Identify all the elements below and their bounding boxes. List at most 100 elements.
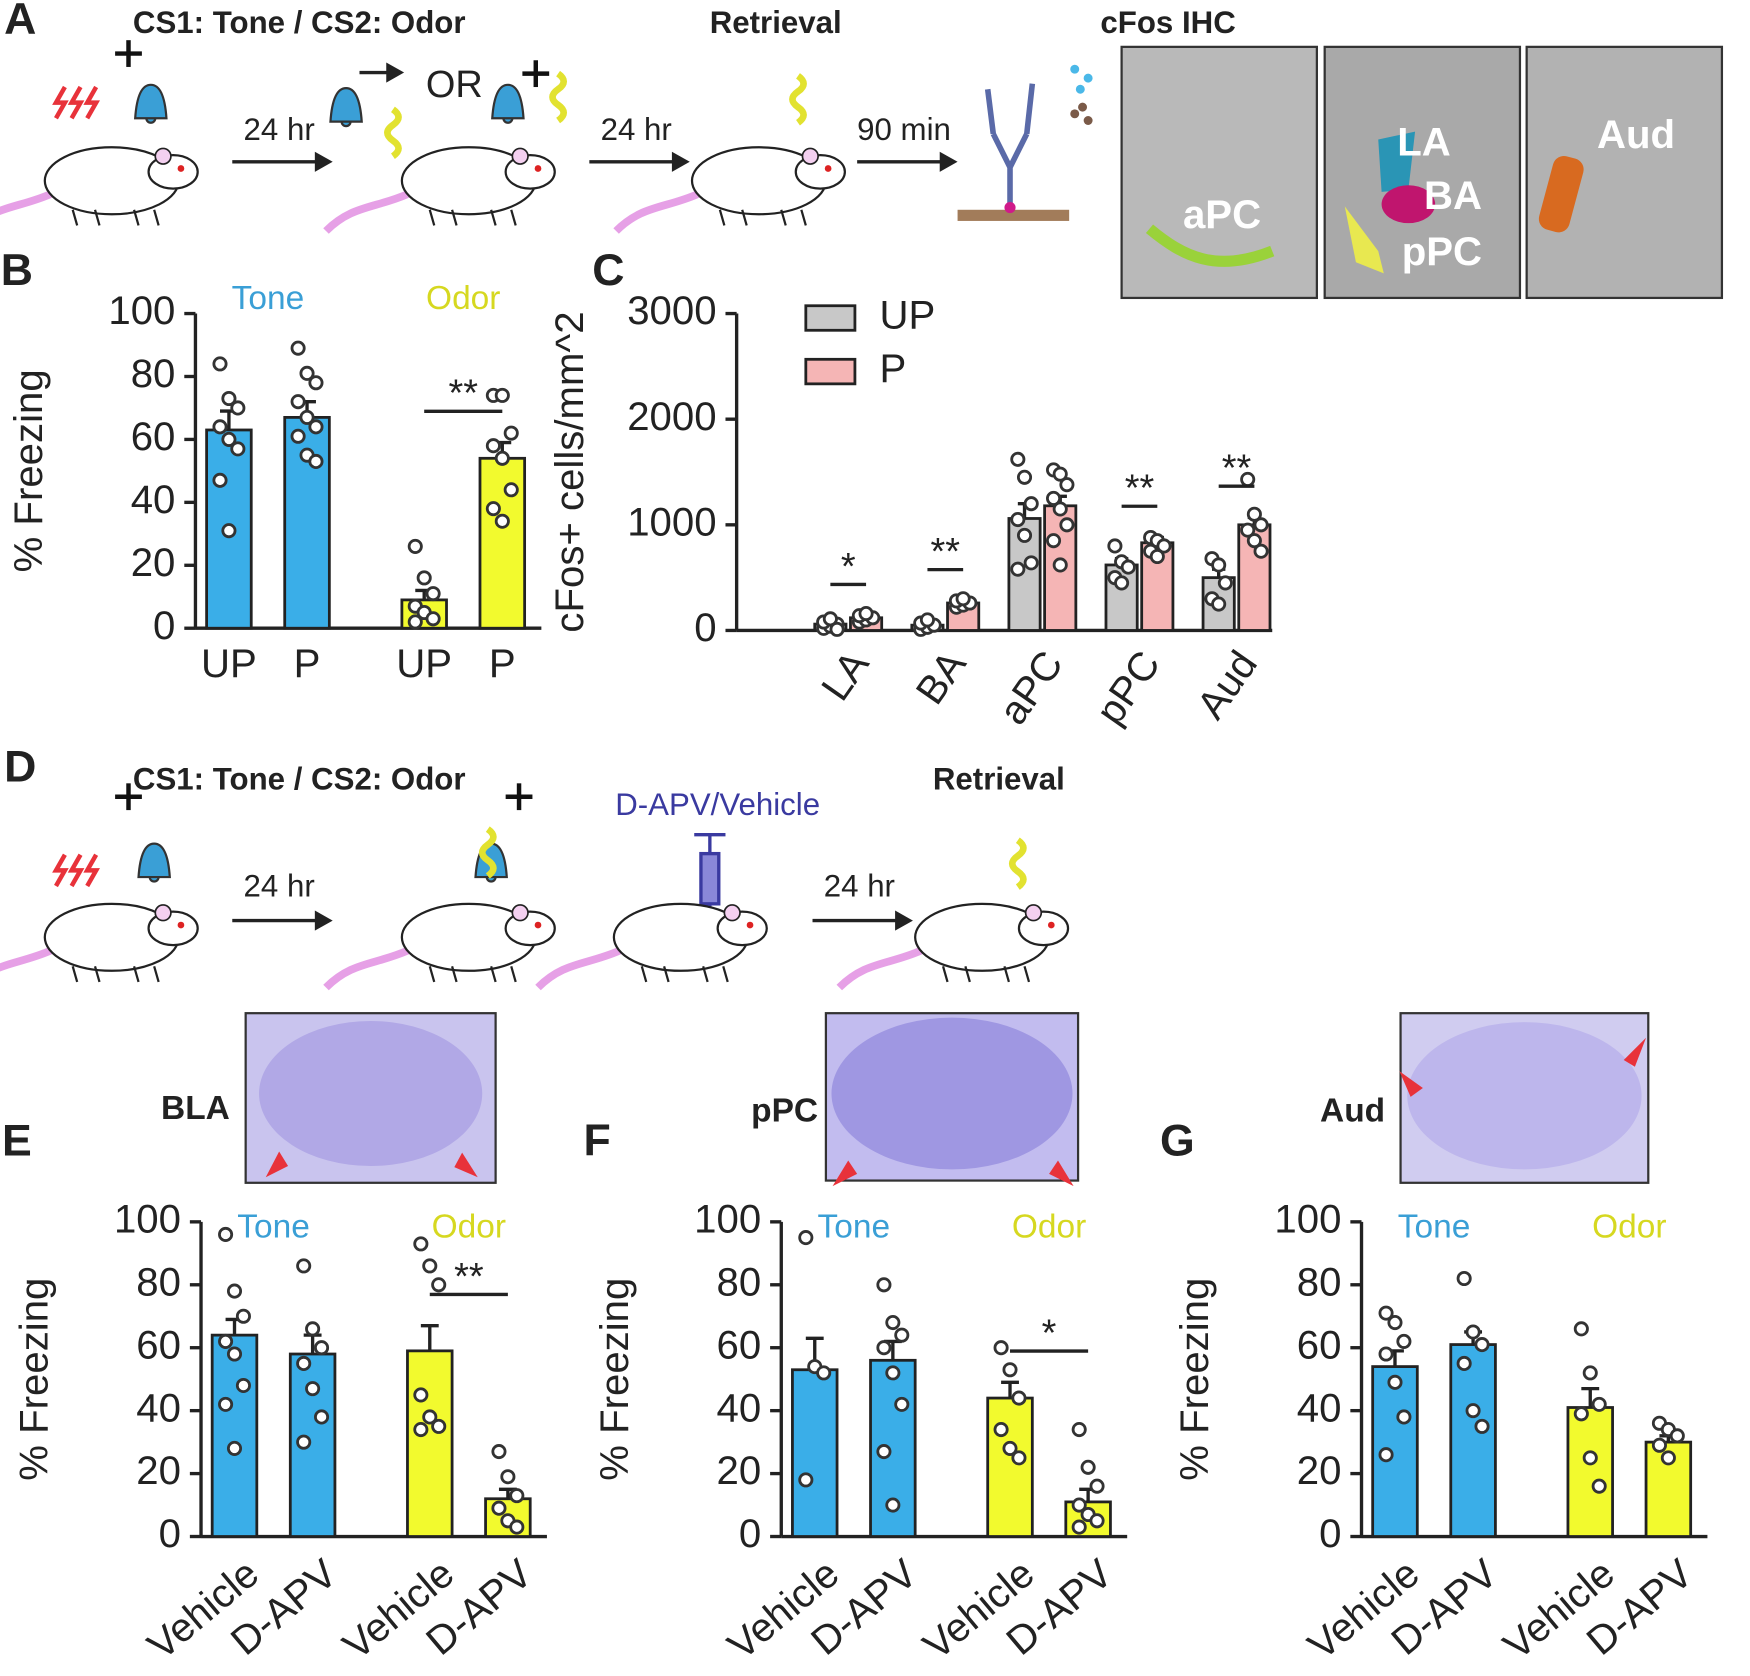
data-point xyxy=(416,570,432,586)
data-point xyxy=(1089,1513,1105,1529)
region-label: pPC xyxy=(1402,229,1482,274)
region-label: BA xyxy=(1424,173,1482,218)
rat-eye xyxy=(534,165,542,172)
or-label: OR xyxy=(426,64,483,106)
y-tick-label: 0 xyxy=(739,1511,761,1556)
bar xyxy=(1371,1365,1419,1538)
region-label: Aud xyxy=(1320,1092,1385,1129)
y-tick-label: 0 xyxy=(694,605,716,650)
data-point xyxy=(1011,1390,1027,1406)
data-point xyxy=(226,1283,243,1299)
dots xyxy=(1070,102,1093,125)
data-point xyxy=(226,1346,243,1362)
group-label: Tone xyxy=(818,1208,891,1245)
data-point xyxy=(1582,1365,1598,1381)
data-point xyxy=(876,1340,892,1356)
red-arrow xyxy=(1623,1037,1647,1067)
rat-leg xyxy=(663,966,670,983)
data-point xyxy=(500,1469,516,1485)
rat-leg xyxy=(780,209,787,226)
panel-letter: C xyxy=(592,246,624,295)
y-tick-label: 60 xyxy=(717,1322,762,1367)
data-point xyxy=(1114,575,1130,591)
data-point xyxy=(1217,575,1233,591)
slide xyxy=(957,209,1070,221)
data-point xyxy=(503,482,519,498)
group-label: Odor xyxy=(432,1208,506,1245)
data-point xyxy=(885,1497,901,1513)
antigen xyxy=(1004,201,1016,214)
brain-section xyxy=(831,1017,1073,1170)
dot xyxy=(1083,73,1093,83)
x-tick-label: UP xyxy=(396,641,452,686)
data-point xyxy=(431,1418,447,1434)
rat-tail xyxy=(613,190,700,234)
data-point xyxy=(1660,1450,1676,1466)
rat-leg xyxy=(71,209,79,226)
dot xyxy=(1070,109,1080,119)
rat-leg xyxy=(133,966,140,983)
arrows xyxy=(265,1037,1647,1187)
data-point xyxy=(894,1396,910,1412)
data-point xyxy=(1465,1403,1481,1419)
rat xyxy=(613,146,846,234)
rat-tail xyxy=(535,947,622,991)
rat-leg xyxy=(153,966,160,983)
brain-section xyxy=(259,1020,483,1167)
data-point xyxy=(1211,596,1227,612)
data-point xyxy=(226,1440,243,1456)
data-point xyxy=(425,586,441,602)
significance-label: ** xyxy=(454,1256,484,1298)
bar xyxy=(986,1396,1034,1538)
x-tick-label: P xyxy=(489,641,516,686)
y-tick-label: 60 xyxy=(1297,1322,1342,1367)
data-point xyxy=(491,1500,507,1516)
panel-letter: E xyxy=(2,1117,32,1166)
data-point xyxy=(1120,559,1136,575)
data-point xyxy=(1023,555,1039,571)
dots xyxy=(1070,64,1093,94)
region-highlight xyxy=(1378,131,1416,192)
data-point xyxy=(296,1258,312,1274)
y-axis-label: % Freezing xyxy=(1172,1278,1217,1481)
arrow-head xyxy=(939,151,958,172)
y-tick-label: 20 xyxy=(131,540,176,585)
data-point xyxy=(1211,557,1227,573)
data-point xyxy=(1651,1437,1667,1453)
rat-leg xyxy=(93,966,101,983)
odor xyxy=(384,106,402,159)
data-point xyxy=(1573,1406,1589,1422)
rat xyxy=(323,902,556,991)
data-point xyxy=(1059,517,1075,533)
shock xyxy=(83,853,100,888)
rat-leg xyxy=(71,966,79,983)
data-point xyxy=(993,1340,1009,1356)
dot xyxy=(1083,116,1093,125)
interval-label: 24 hr xyxy=(244,868,315,903)
y-tick-label: 60 xyxy=(136,1322,181,1367)
arrow-head xyxy=(314,910,333,931)
rat-leg xyxy=(510,209,517,226)
data-point xyxy=(425,611,441,627)
data-point xyxy=(1156,538,1172,554)
x-tick-label: UP xyxy=(201,641,257,686)
region-highlight xyxy=(1538,155,1584,233)
data-point xyxy=(1240,522,1256,538)
rat-eye xyxy=(177,165,185,172)
red-arrow xyxy=(454,1152,478,1178)
rat-eye xyxy=(534,921,542,929)
region-highlight xyxy=(1145,224,1275,267)
dot xyxy=(1078,102,1088,112)
rat-tail xyxy=(0,190,52,215)
drug-label: D-APV/Vehicle xyxy=(615,787,820,822)
rat-leg xyxy=(490,209,497,226)
rat xyxy=(0,902,199,983)
data-point xyxy=(1591,1478,1607,1494)
data-point xyxy=(1016,469,1033,485)
rat-eye xyxy=(746,921,754,929)
y-tick-label: 20 xyxy=(717,1448,762,1493)
data-point xyxy=(993,1422,1009,1438)
x-tick-label: P xyxy=(294,641,321,686)
panel-letter: G xyxy=(1160,1117,1195,1166)
rat-eye xyxy=(1047,921,1055,929)
